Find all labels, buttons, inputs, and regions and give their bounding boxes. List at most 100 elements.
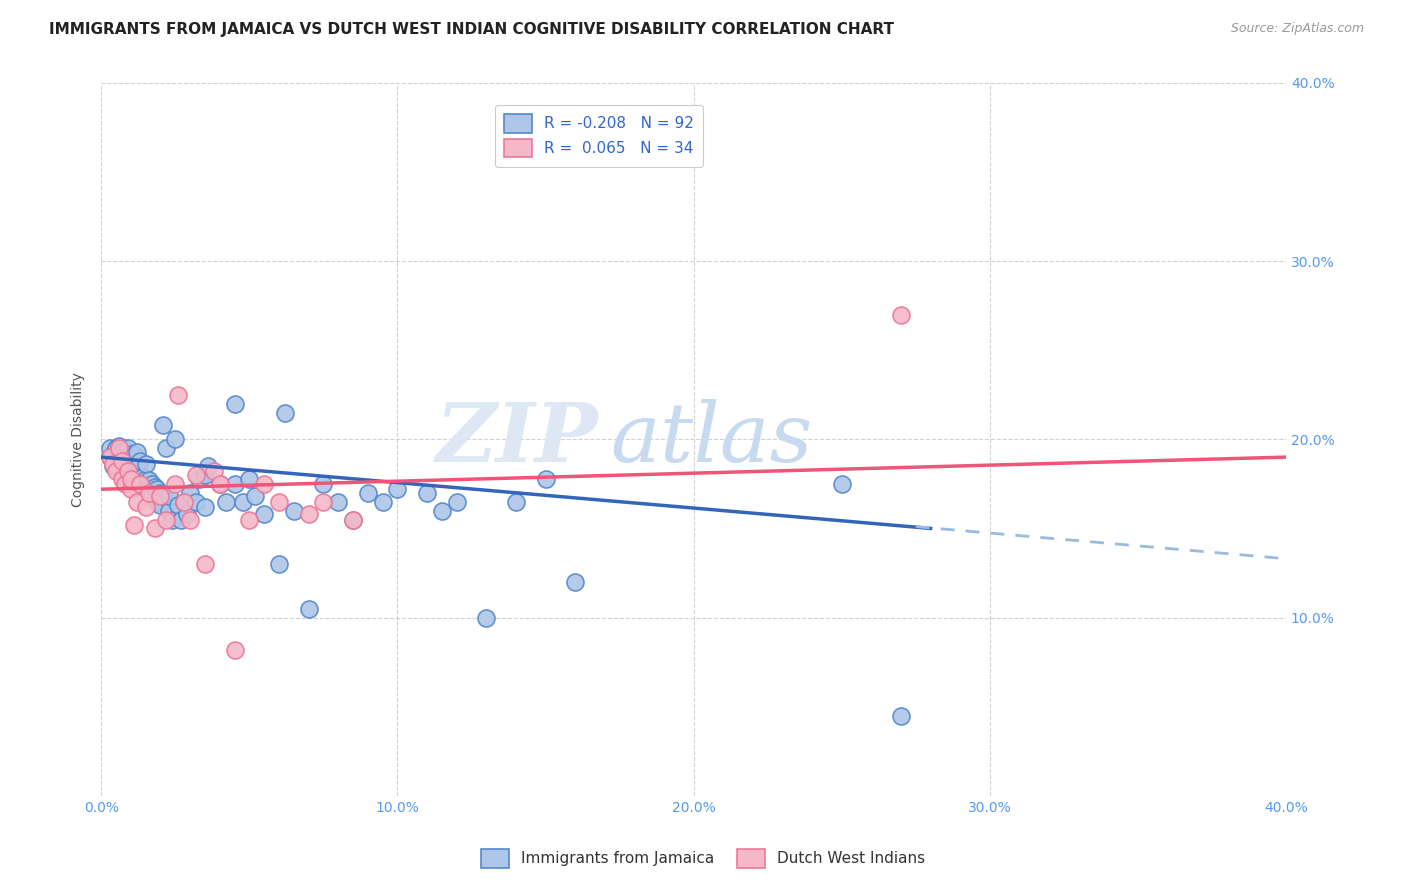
Point	[111, 444, 134, 458]
Point	[135, 482, 157, 496]
Point	[146, 494, 169, 508]
Point	[111, 453, 134, 467]
Point	[149, 489, 172, 503]
Point	[128, 467, 150, 482]
Point	[232, 494, 254, 508]
Point	[108, 440, 131, 454]
Point	[122, 471, 145, 485]
Point	[245, 489, 267, 503]
Point	[342, 512, 364, 526]
Point	[117, 457, 139, 471]
Point	[125, 466, 148, 480]
Point	[135, 500, 157, 514]
Point	[117, 441, 139, 455]
Point	[564, 574, 586, 589]
Point	[208, 476, 231, 491]
Point	[312, 494, 335, 508]
Point	[146, 482, 169, 496]
Point	[179, 485, 201, 500]
Point	[143, 480, 166, 494]
Y-axis label: Cognitive Disability: Cognitive Disability	[72, 372, 86, 507]
Point	[176, 507, 198, 521]
Point	[890, 708, 912, 723]
Point	[138, 485, 160, 500]
Point	[253, 476, 276, 491]
Point	[224, 642, 246, 657]
Point	[238, 471, 260, 485]
Point	[120, 482, 142, 496]
Point	[128, 476, 150, 491]
Point	[202, 464, 225, 478]
Point	[173, 494, 195, 508]
Point	[125, 455, 148, 469]
Point	[111, 453, 134, 467]
Point	[138, 485, 160, 500]
Point	[170, 512, 193, 526]
Text: atlas: atlas	[610, 400, 813, 479]
Point	[446, 494, 468, 508]
Point	[890, 308, 912, 322]
Point	[98, 450, 121, 464]
Point	[267, 557, 290, 571]
Point	[122, 517, 145, 532]
Point	[194, 557, 217, 571]
Point	[114, 476, 136, 491]
Point	[98, 441, 121, 455]
Legend: Immigrants from Jamaica, Dutch West Indians: Immigrants from Jamaica, Dutch West Indi…	[475, 843, 931, 873]
Point	[143, 521, 166, 535]
Point	[274, 406, 297, 420]
Point	[155, 441, 177, 455]
Point	[165, 476, 187, 491]
Point	[173, 494, 195, 508]
Point	[128, 476, 150, 491]
Point	[283, 503, 305, 517]
Point	[101, 446, 124, 460]
Point	[155, 512, 177, 526]
Point	[214, 494, 236, 508]
Point	[101, 457, 124, 471]
Point	[125, 475, 148, 489]
Point	[114, 442, 136, 457]
Point	[141, 476, 163, 491]
Point	[111, 462, 134, 476]
Point	[342, 512, 364, 526]
Point	[238, 512, 260, 526]
Point	[101, 458, 124, 473]
Point	[267, 494, 290, 508]
Point	[224, 476, 246, 491]
Point	[297, 507, 319, 521]
Point	[131, 480, 153, 494]
Point	[297, 601, 319, 615]
Point	[108, 457, 131, 471]
Point	[387, 482, 409, 496]
Point	[208, 476, 231, 491]
Point	[328, 494, 350, 508]
Point	[505, 494, 527, 508]
Point	[184, 467, 207, 482]
Point	[120, 446, 142, 460]
Point	[135, 471, 157, 485]
Point	[117, 466, 139, 480]
Point	[188, 471, 211, 485]
Point	[149, 498, 172, 512]
Point	[152, 489, 174, 503]
Point	[197, 458, 219, 473]
Point	[122, 448, 145, 462]
Point	[194, 467, 217, 482]
Point	[179, 512, 201, 526]
Point	[131, 469, 153, 483]
Point	[141, 489, 163, 503]
Point	[117, 450, 139, 464]
Point	[105, 441, 128, 455]
Point	[430, 503, 453, 517]
Point	[312, 476, 335, 491]
Point	[114, 455, 136, 469]
Point	[224, 397, 246, 411]
Point	[371, 494, 394, 508]
Point	[120, 471, 142, 485]
Point	[122, 460, 145, 475]
Text: ZIP: ZIP	[436, 400, 599, 479]
Point	[135, 457, 157, 471]
Point	[138, 473, 160, 487]
Point	[117, 464, 139, 478]
